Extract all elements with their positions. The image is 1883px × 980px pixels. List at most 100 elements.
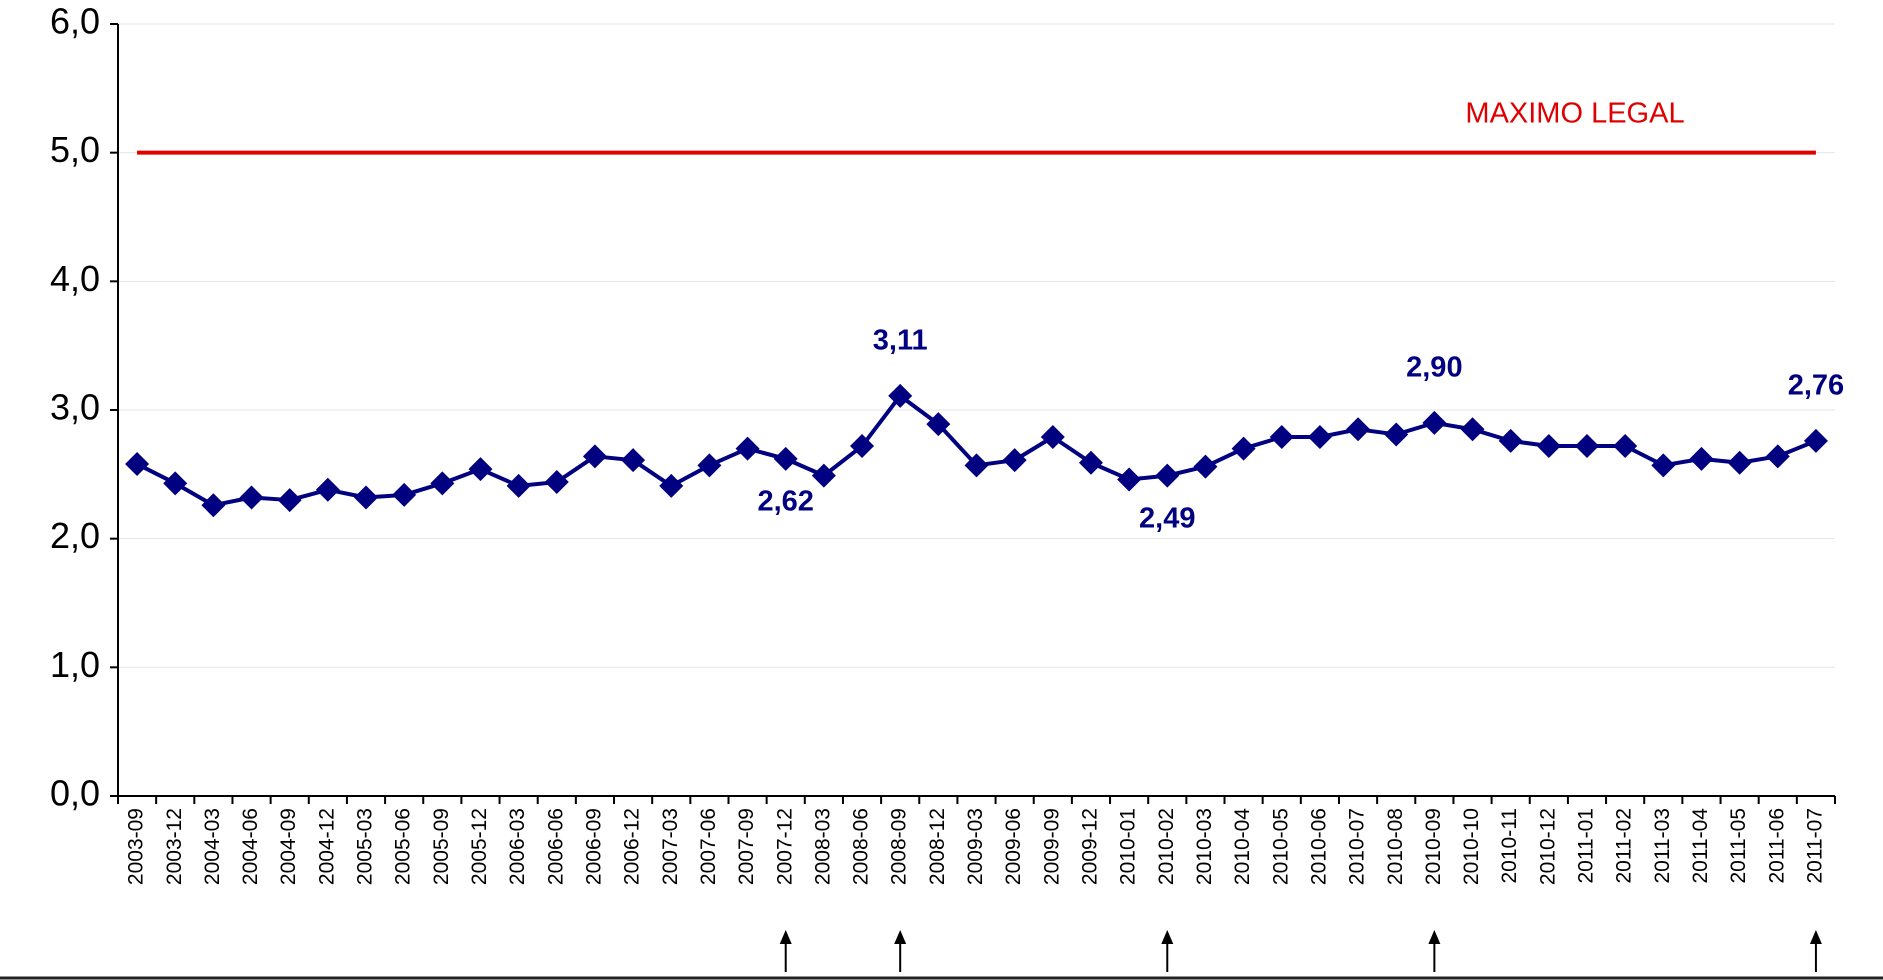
- x-tick-label: 2010-04: [1231, 808, 1254, 885]
- x-tick-label: 2005-12: [468, 808, 491, 885]
- data-marker: [1269, 425, 1294, 450]
- data-marker: [277, 488, 302, 513]
- x-tick-label: 2011-04: [1689, 808, 1712, 884]
- x-tick-label: 2007-12: [773, 808, 796, 885]
- data-marker: [659, 473, 684, 498]
- data-marker: [1613, 434, 1638, 459]
- x-tick-label: 2006-03: [506, 808, 529, 885]
- y-tick-label: 1,0: [50, 644, 100, 685]
- category-arrow-head: [1428, 930, 1441, 944]
- data-marker: [1689, 446, 1714, 471]
- y-tick-label: 5,0: [50, 129, 100, 170]
- x-tick-label: 2007-03: [659, 808, 682, 885]
- y-tick-label: 4,0: [50, 258, 100, 299]
- x-tick-label: 2003-12: [163, 808, 186, 885]
- data-marker: [1460, 417, 1485, 442]
- data-marker: [735, 436, 760, 461]
- data-marker: [1078, 450, 1103, 475]
- x-tick-label: 2005-03: [354, 808, 377, 885]
- data-marker: [354, 485, 379, 510]
- data-label: 2,62: [757, 486, 813, 518]
- data-label: 2,49: [1139, 502, 1195, 534]
- data-marker: [201, 493, 226, 518]
- x-tick-label: 2010-11: [1498, 808, 1521, 884]
- x-tick-label: 2008-12: [926, 808, 949, 885]
- x-tick-label: 2011-05: [1727, 808, 1750, 884]
- category-arrow-head: [779, 930, 792, 944]
- data-marker: [1307, 425, 1332, 450]
- data-marker: [964, 453, 989, 478]
- data-marker: [621, 448, 646, 473]
- data-marker: [850, 434, 875, 459]
- data-marker: [1498, 428, 1523, 453]
- data-marker: [1651, 453, 1676, 478]
- x-tick-label: 2010-03: [1193, 808, 1216, 885]
- x-tick-label: 2005-09: [430, 808, 453, 885]
- x-tick-label: 2009-12: [1079, 808, 1102, 885]
- x-tick-label: 2010-07: [1346, 808, 1369, 885]
- data-marker: [239, 485, 264, 510]
- y-tick-label: 0,0: [50, 773, 100, 814]
- data-marker: [1002, 448, 1027, 473]
- data-marker: [1803, 428, 1828, 453]
- category-arrow-head: [1809, 930, 1822, 944]
- x-tick-label: 2009-09: [1040, 808, 1063, 885]
- x-tick-label: 2008-09: [888, 808, 911, 885]
- data-marker: [697, 453, 722, 478]
- data-label: 2,90: [1406, 352, 1462, 384]
- data-marker: [1574, 434, 1599, 459]
- data-marker: [1231, 436, 1256, 461]
- x-tick-label: 2010-06: [1307, 808, 1330, 885]
- data-marker: [1727, 450, 1752, 475]
- data-label: 3,11: [873, 325, 928, 357]
- x-tick-label: 2004-03: [201, 808, 224, 885]
- data-marker: [888, 383, 913, 408]
- x-tick-label: 2010-05: [1269, 808, 1292, 885]
- data-marker: [1422, 410, 1447, 435]
- x-tick-label: 2003-09: [125, 808, 148, 885]
- x-tick-label: 2011-01: [1575, 808, 1598, 884]
- data-marker: [1193, 454, 1218, 479]
- x-tick-label: 2008-03: [811, 808, 834, 885]
- x-tick-label: 2010-02: [1155, 808, 1178, 885]
- y-tick-label: 3,0: [50, 387, 100, 428]
- data-marker: [544, 470, 569, 495]
- y-tick-label: 2,0: [50, 515, 100, 556]
- x-tick-label: 2011-02: [1613, 808, 1636, 884]
- x-tick-label: 2008-06: [850, 808, 873, 885]
- data-marker: [926, 412, 951, 437]
- data-marker: [506, 473, 531, 498]
- x-tick-label: 2011-06: [1765, 808, 1788, 884]
- x-tick-label: 2009-03: [964, 808, 987, 885]
- data-marker: [1155, 463, 1180, 488]
- x-tick-label: 2006-12: [621, 808, 644, 885]
- data-marker: [811, 463, 836, 488]
- data-marker: [430, 471, 455, 496]
- data-marker: [1765, 444, 1790, 469]
- data-marker: [773, 446, 798, 471]
- x-tick-label: 2011-03: [1651, 808, 1674, 884]
- data-marker: [1384, 422, 1409, 447]
- x-tick-label: 2004-06: [239, 808, 262, 885]
- data-marker: [315, 477, 340, 502]
- x-tick-label: 2009-06: [1002, 808, 1025, 885]
- data-marker: [163, 471, 188, 496]
- category-arrow-head: [1161, 930, 1174, 944]
- data-label: 2,76: [1788, 370, 1844, 402]
- x-tick-label: 2004-12: [315, 808, 338, 885]
- x-tick-label: 2004-09: [277, 808, 300, 885]
- reference-label: MAXIMO LEGAL: [1465, 97, 1684, 129]
- x-tick-label: 2010-10: [1460, 808, 1483, 885]
- x-tick-label: 2007-06: [697, 808, 720, 885]
- data-marker: [582, 444, 607, 469]
- data-marker: [1346, 417, 1371, 442]
- x-tick-label: 2010-12: [1536, 808, 1559, 885]
- category-arrow-head: [894, 930, 907, 944]
- data-marker: [1040, 425, 1065, 450]
- data-marker: [392, 482, 417, 507]
- data-marker: [468, 457, 493, 482]
- y-tick-label: 6,0: [50, 1, 100, 42]
- x-tick-label: 2011-07: [1803, 808, 1826, 884]
- data-line: [136, 393, 1817, 508]
